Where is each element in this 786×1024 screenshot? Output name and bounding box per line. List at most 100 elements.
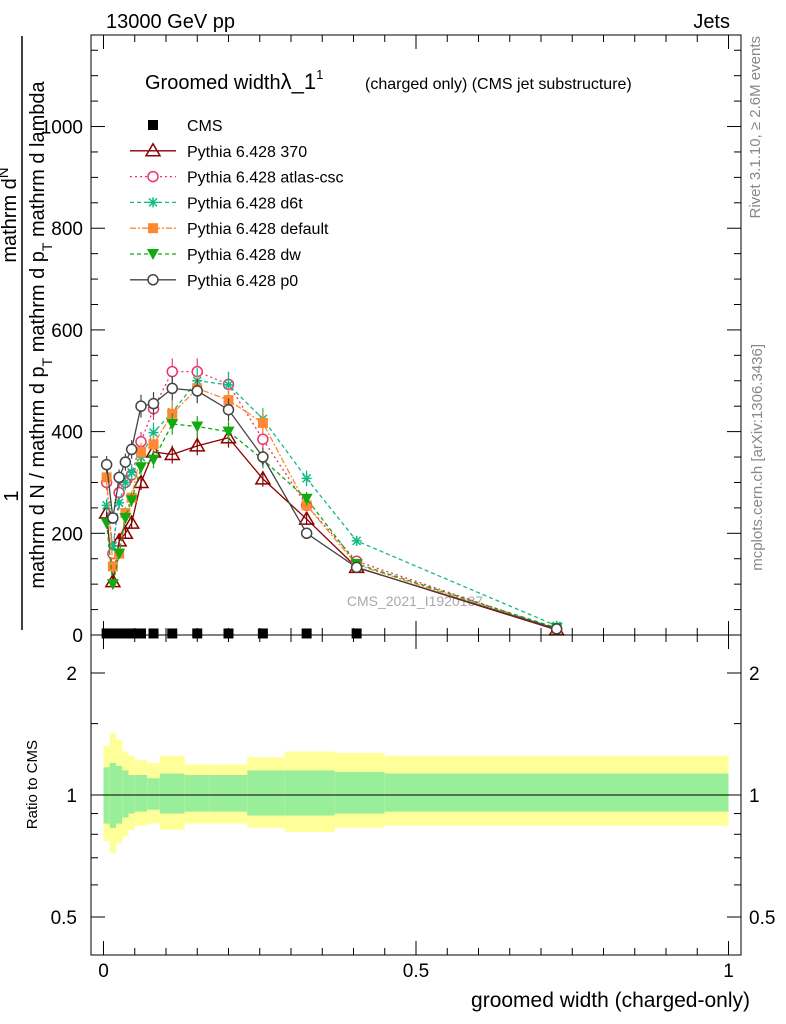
ylabel-den-part3: mathrm d lambda xyxy=(27,80,49,242)
ratio-y-tick-label: 1 xyxy=(66,786,77,807)
main-y-axis: 0 200 400 600 800 1000 xyxy=(41,49,741,647)
ratio-y-tick-label-right: 2 xyxy=(749,664,760,685)
y-tick-label: 200 xyxy=(51,524,83,545)
data-point xyxy=(166,382,178,395)
ylabel-num-part2: N xyxy=(0,167,12,178)
data-point xyxy=(114,628,125,639)
ylabel-numerator: mathrm dN xyxy=(0,167,21,262)
header-energy: 13000 GeV pp xyxy=(106,11,235,33)
ratio-band-inner xyxy=(247,770,285,816)
series-0 xyxy=(101,628,362,639)
data-point xyxy=(222,426,235,438)
ratio-panel: 0.5 0.51 12 2 0 0.5 1 Ratio to CMS groomed wi… xyxy=(24,634,776,1012)
data-point xyxy=(120,628,131,639)
data-point xyxy=(351,535,362,546)
data-point xyxy=(191,385,203,397)
data-point xyxy=(114,497,125,508)
legend-entry: Pythia 6.428 atlas-csc xyxy=(130,170,344,187)
legend-marker xyxy=(148,223,158,234)
data-point xyxy=(350,561,363,574)
legend-label: CMS xyxy=(187,118,223,135)
ratio-band-inner xyxy=(184,775,210,812)
series-line xyxy=(105,370,557,630)
x-tick-label: 0 xyxy=(98,961,109,982)
ratio-band-inner xyxy=(384,773,729,812)
ylabel-den-part2: mathrm d p xyxy=(27,251,49,358)
ylabel-den-sub2: T xyxy=(39,242,55,251)
y-tick-label: 600 xyxy=(51,321,83,342)
ylabel-top: 1 xyxy=(1,490,23,501)
data-point xyxy=(191,421,204,433)
ratio-y-tick-label: 0.5 xyxy=(51,908,77,929)
legend-label: Pythia 6.428 p0 xyxy=(187,273,298,290)
main-x-ticks xyxy=(103,35,729,635)
chart-title: Groomed widthλ_11 xyxy=(145,67,323,94)
x-axis-label: groomed width (charged-only) xyxy=(471,989,750,1012)
ratio-y-axis: 0.5 0.5 1 1 2 2 xyxy=(51,664,776,929)
ratio-y-tick-label-right: 0.5 xyxy=(749,908,775,929)
ratio-band-inner xyxy=(128,775,135,814)
legend-label: Pythia 6.428 default xyxy=(187,221,329,238)
data-point xyxy=(257,451,269,463)
data-point xyxy=(257,417,268,428)
series-line xyxy=(105,436,557,631)
data-point xyxy=(113,548,126,560)
ylabel-num-part1: mathrm d xyxy=(0,178,21,262)
title-sup: 1 xyxy=(316,67,323,82)
legend: CMS Pythia 6.428 370 Pythia 6.428 atlas-cs… xyxy=(130,118,344,290)
ratio-band-inner xyxy=(209,775,248,812)
series-layer xyxy=(98,358,565,639)
title-symbol: λ_1 xyxy=(281,69,316,94)
series-3 xyxy=(101,368,562,631)
data-point xyxy=(136,446,146,457)
data-point xyxy=(167,628,178,639)
legend-marker xyxy=(144,142,162,157)
ratio-band-inner xyxy=(284,770,335,816)
data-point xyxy=(110,532,128,547)
series-2 xyxy=(100,358,563,635)
legend-marker xyxy=(147,170,159,183)
data-point xyxy=(106,579,119,591)
data-point xyxy=(120,477,131,488)
data-point xyxy=(147,397,160,410)
legend-marker xyxy=(148,120,158,130)
data-point xyxy=(220,429,237,444)
x-tick-label: 1 xyxy=(723,961,734,982)
series-4 xyxy=(101,376,562,634)
series-line xyxy=(105,423,557,629)
data-point xyxy=(107,541,118,552)
header-category: Jets xyxy=(693,11,730,33)
data-point xyxy=(101,628,112,639)
data-point xyxy=(300,493,313,505)
data-point xyxy=(107,512,119,524)
data-point xyxy=(257,628,268,639)
data-point xyxy=(148,628,159,639)
side-rivet-version: Rivet 3.1.10, ≥ 2.6M events xyxy=(747,36,764,219)
data-point xyxy=(257,433,269,445)
ylabel-den-part1: mathrm d N / mathrm d p xyxy=(27,366,49,588)
data-point xyxy=(107,561,118,572)
data-point xyxy=(135,400,147,412)
y-tick-label: 0 xyxy=(72,626,83,647)
data-point xyxy=(254,470,272,485)
data-point xyxy=(300,527,313,540)
data-point xyxy=(107,628,118,639)
ylabel-den-sub1: T xyxy=(39,357,55,366)
data-point xyxy=(125,495,138,507)
ratio-x-axis: 0 0.5 1 xyxy=(98,635,734,982)
data-point xyxy=(301,473,312,484)
data-point xyxy=(123,514,140,529)
ratio-y-label: Ratio to CMS xyxy=(24,740,41,829)
data-point xyxy=(126,628,137,639)
y-tick-label: 800 xyxy=(51,219,83,240)
title-note: (charged only) (CMS jet substructure) xyxy=(365,76,632,93)
data-point xyxy=(192,628,203,639)
legend-marker xyxy=(147,249,159,260)
legend-entry: Pythia 6.428 default xyxy=(130,221,329,238)
data-point xyxy=(100,458,113,471)
legend-entry: Pythia 6.428 p0 xyxy=(130,273,298,290)
y-tick-label: 400 xyxy=(51,423,83,444)
data-point xyxy=(147,454,160,466)
